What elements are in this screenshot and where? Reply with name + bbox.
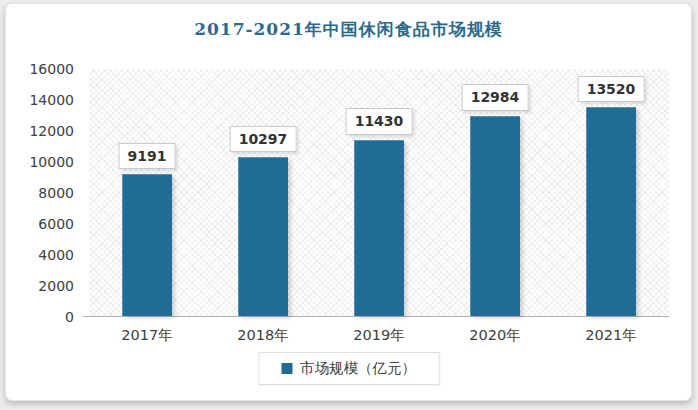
bar (122, 174, 172, 316)
bar-group: 9191 (89, 69, 205, 316)
y-tick-label: 0 (65, 310, 74, 324)
bar-group: 12984 (437, 69, 553, 316)
x-tick-label: 2018年 (205, 326, 321, 345)
bar-value-label: 9191 (119, 143, 176, 169)
x-tick-label: 2019年 (321, 326, 437, 345)
legend: 市场规模（亿元） (258, 352, 439, 385)
legend-square-icon (281, 363, 292, 374)
bar (586, 107, 636, 316)
y-tick-label: 16000 (29, 62, 74, 76)
x-tick-label: 2017年 (89, 326, 205, 345)
y-tick-label: 6000 (38, 217, 74, 231)
bar-group: 11430 (321, 69, 437, 316)
bar-group: 13520 (553, 69, 669, 316)
bar-value-label: 12984 (462, 84, 529, 110)
bar-group: 10297 (205, 69, 321, 316)
plot-area: 9191 10297 11430 12984 13520 (89, 69, 669, 317)
chart-title: 2017-2021年中国休闲食品市场规模 (6, 18, 691, 41)
bar-value-label: 13520 (578, 76, 645, 102)
y-tick-label: 10000 (29, 155, 74, 169)
y-tick-label: 12000 (29, 124, 74, 138)
y-axis: 0200040006000800010000120001400016000 (6, 69, 82, 317)
y-tick-label: 2000 (38, 279, 74, 293)
x-tick-label: 2021年 (553, 326, 669, 345)
chart-card: 2017-2021年中国休闲食品市场规模 0 2000 4000 6000 8000 10… (5, 3, 692, 401)
bar-value-label: 11430 (346, 108, 413, 134)
y-tick-label: 8000 (38, 186, 74, 200)
legend-label: 市场规模（亿元） (300, 361, 416, 376)
bar (238, 157, 288, 316)
bar (354, 140, 404, 316)
bar-value-label: 10297 (230, 126, 297, 152)
y-tick-label: 4000 (38, 248, 74, 262)
bar (470, 116, 520, 316)
y-tick-label: 14000 (29, 93, 74, 107)
x-tick-label: 2020年 (437, 326, 553, 345)
x-axis: 2017年2018年2019年2020年2021年 (89, 326, 669, 345)
